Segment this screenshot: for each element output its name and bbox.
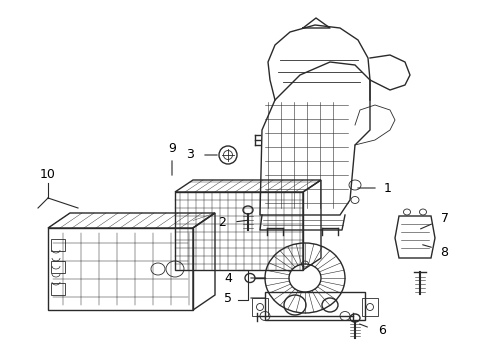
Text: 8: 8 [439, 246, 447, 258]
Text: 4: 4 [224, 271, 231, 284]
Text: 10: 10 [40, 168, 56, 181]
Text: 3: 3 [185, 148, 194, 162]
Bar [51, 239, 65, 251]
Text: 5: 5 [224, 292, 231, 305]
Bar [251, 298, 267, 316]
Text: 7: 7 [440, 211, 448, 225]
Bar [51, 283, 65, 295]
Bar [51, 261, 65, 273]
Text: 2: 2 [218, 216, 225, 229]
Bar [361, 298, 377, 316]
Text: 1: 1 [383, 181, 391, 194]
Text: 6: 6 [377, 324, 385, 337]
Text: 9: 9 [168, 141, 176, 154]
